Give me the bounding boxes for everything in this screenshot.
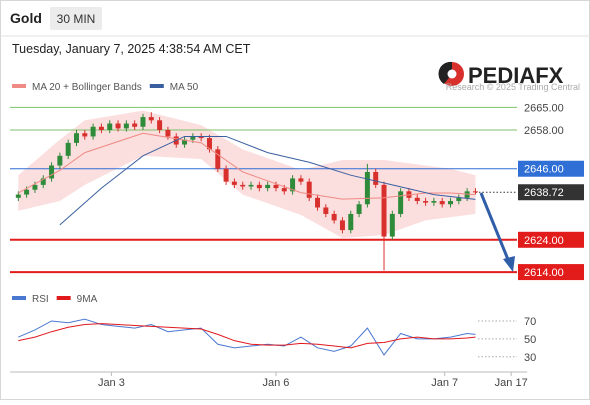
candle-body [98, 126, 104, 130]
candle-body [73, 133, 79, 143]
candle-body [472, 191, 478, 193]
rsi-panel: 30 50 70 RSI 9MA [12, 294, 536, 364]
candle-body [15, 194, 21, 198]
legend-label: RSI [32, 294, 49, 305]
candle-body [356, 204, 362, 214]
timeframe-badge[interactable] [50, 7, 102, 30]
candle-body [115, 123, 121, 129]
candle-body [65, 142, 71, 156]
candle-body [223, 168, 229, 182]
price-panel: 2665.00 2658.00 2646.00 2638.72 2624.00 2614.… [10, 82, 584, 389]
timeframe[interactable]: 30 MIN [57, 12, 96, 26]
candle-body [389, 213, 395, 237]
candle-body [364, 171, 370, 205]
legend-swatch [12, 296, 26, 300]
candle-body [456, 197, 462, 202]
moving-average [18, 132, 476, 200]
level-label: 2665.00 [524, 102, 564, 114]
candle-body [82, 133, 88, 137]
level-label: 2646.00 [524, 164, 564, 176]
level-label: 2658.00 [524, 125, 564, 137]
candle-body [57, 155, 63, 166]
candle-body [373, 171, 379, 185]
candle-body [381, 184, 387, 237]
y-tick-label: 50 [524, 334, 536, 346]
symbol: Gold [10, 10, 42, 26]
level-label: 2614.00 [524, 267, 564, 279]
candle-body [281, 188, 287, 192]
level-label-box [518, 184, 584, 201]
legend-label: MA 50 [170, 82, 199, 93]
candle-body [190, 136, 196, 140]
candle-body [431, 201, 437, 203]
candle-body [206, 138, 212, 150]
level-label: 2624.00 [524, 235, 564, 247]
indicator-line [18, 318, 476, 356]
moving-average [59, 135, 476, 226]
candle-body [24, 189, 30, 195]
candle-body [182, 139, 188, 145]
x-tick-label: Jan 6 [263, 377, 290, 389]
legend-swatch [149, 84, 164, 88]
candle-body [256, 184, 262, 189]
candle-body [107, 123, 113, 130]
y-tick-label: 70 [524, 316, 536, 328]
candle-body [231, 181, 237, 185]
candle-body [240, 184, 246, 187]
candle-body [339, 220, 345, 231]
legend-label: 9MA [77, 294, 98, 305]
candle-body [215, 149, 221, 169]
legend-swatch [56, 296, 71, 300]
candle-body [248, 184, 254, 187]
candle-body [423, 201, 429, 203]
candle-body [398, 191, 404, 214]
candle-body [123, 123, 129, 129]
legend-swatch [12, 84, 26, 88]
x-tick-label: Jan 7 [431, 377, 458, 389]
candle-body [140, 117, 146, 127]
candle-body [439, 201, 445, 205]
candle-body [315, 197, 321, 208]
candle-body [448, 201, 454, 205]
copyright: Research © 2025 Trading Central [446, 82, 580, 92]
legend-label: MA 20 + Bollinger Bands [32, 82, 142, 93]
candle-body [148, 117, 154, 121]
candle-body [290, 178, 296, 192]
candle-body [298, 178, 304, 182]
level-label-box [518, 231, 584, 248]
forecast-arrow [479, 192, 511, 263]
level-label-box [518, 264, 584, 281]
forecast-arrowhead [503, 256, 515, 272]
candle-body [331, 213, 337, 221]
indicator-line [18, 323, 476, 349]
candle-body [198, 136, 204, 139]
candle-body [157, 120, 163, 130]
y-tick-label: 30 [524, 352, 536, 364]
candle-body [49, 165, 55, 179]
candle-body [348, 213, 354, 231]
level-label-box [518, 160, 584, 177]
candle-body [165, 129, 171, 137]
candle-body [32, 184, 38, 190]
logo: PEDIAFX [468, 63, 564, 88]
level-label: 2638.72 [524, 187, 564, 199]
candle-body [273, 184, 279, 189]
logo-icon [438, 61, 464, 86]
candle-body [40, 178, 46, 185]
candle-body [323, 207, 329, 214]
candle-body [132, 123, 138, 127]
timestamp: Tuesday, January 7, 2025 4:38:54 AM CET [12, 42, 251, 56]
candle-body [306, 181, 312, 198]
candle-body [265, 184, 271, 189]
candle-body [90, 126, 96, 137]
candle-body [414, 197, 420, 202]
x-tick-label: Jan 3 [98, 377, 125, 389]
candle-body [464, 191, 470, 198]
x-tick-label: Jan 17 [495, 377, 528, 389]
